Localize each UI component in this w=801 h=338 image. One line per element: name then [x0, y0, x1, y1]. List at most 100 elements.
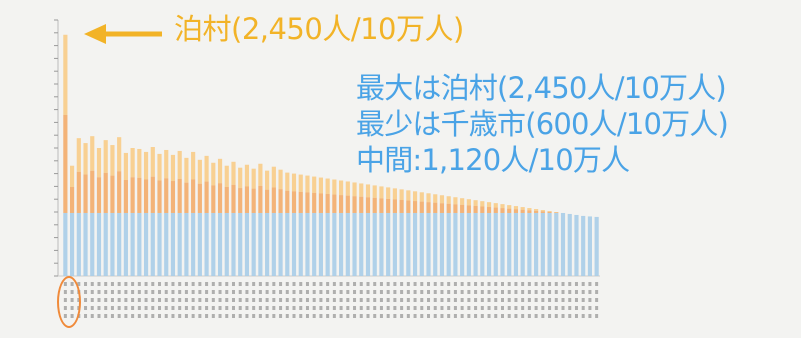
bar-segment-top: [406, 190, 411, 201]
bar-segment-base: [251, 212, 256, 276]
bar-segment-top: [493, 203, 498, 208]
x-tick-label-mark: [500, 282, 504, 286]
bar-segment-base: [103, 212, 108, 276]
x-tick-label-mark: [433, 306, 437, 310]
x-tick-label-mark: [184, 282, 188, 286]
x-tick-label-mark: [427, 298, 431, 302]
x-tick-label-mark: [527, 290, 531, 294]
x-tick-label-mark: [574, 314, 578, 318]
x-tick-label-mark: [386, 314, 390, 318]
bar-segment-base: [486, 212, 492, 276]
bar-segment-top: [291, 173, 297, 192]
bar-segment-mid: [83, 174, 88, 213]
bar-segment-base: [278, 212, 283, 276]
bar: [439, 195, 445, 318]
x-tick-label-mark: [205, 282, 209, 286]
bar-segment-mid: [419, 201, 424, 213]
bar-segment-base: [339, 212, 344, 276]
bar-segment-base: [117, 212, 122, 276]
x-tick-label-mark: [191, 306, 195, 310]
x-tick-label-mark: [521, 314, 525, 318]
x-tick-label-mark: [272, 306, 276, 310]
x-tick-label-mark: [171, 298, 175, 302]
x-tick-label-mark: [534, 298, 538, 302]
x-tick-label-mark: [84, 298, 88, 302]
bar-segment-base: [399, 212, 404, 276]
bar-segment-mid: [278, 189, 283, 213]
x-tick-label-mark: [305, 290, 309, 294]
x-tick-label-mark: [447, 314, 451, 318]
bar-segment-mid: [177, 178, 182, 213]
x-tick-label-mark: [151, 306, 155, 310]
x-tick-label-mark: [117, 306, 121, 310]
bar-segment-mid: [137, 177, 142, 213]
bar-segment-mid: [312, 192, 317, 213]
x-tick-label-mark: [312, 298, 316, 302]
bar-segment-base: [365, 212, 371, 276]
bar-segment-base: [130, 212, 135, 276]
x-tick-label-mark: [588, 290, 592, 294]
x-tick-label-mark: [500, 306, 504, 310]
bar: [587, 216, 592, 318]
bar: [507, 205, 512, 318]
x-tick-label-mark: [521, 306, 525, 310]
x-tick-label-mark: [554, 282, 558, 286]
bar-segment-top: [278, 169, 283, 190]
bar: [480, 201, 485, 318]
bar-segment-top: [527, 208, 532, 211]
bar-segment-mid: [446, 203, 451, 213]
x-tick-label-mark: [191, 282, 195, 286]
bar-segment-mid: [224, 186, 229, 213]
bar-segment-mid: [157, 180, 162, 213]
bar-segment-top: [399, 189, 404, 200]
x-tick-label-mark: [97, 306, 101, 310]
x-tick-label-mark: [548, 298, 552, 302]
bar-segment-mid: [211, 185, 216, 213]
x-tick-label-mark: [359, 298, 363, 302]
x-tick-label-mark: [541, 282, 545, 286]
x-tick-label-mark: [326, 306, 330, 310]
bar-segment-mid: [359, 196, 364, 213]
chart-bars: [63, 34, 599, 318]
bar-segment-base: [325, 212, 330, 276]
x-tick-label-mark: [366, 298, 370, 302]
x-tick-label-mark: [548, 314, 552, 318]
x-tick-label-mark: [164, 298, 168, 302]
bar: [345, 181, 350, 318]
bar-segment-mid: [204, 181, 209, 213]
x-tick-label-mark: [453, 290, 457, 294]
x-tick-label-mark: [420, 282, 424, 286]
x-tick-label-mark: [191, 314, 195, 318]
x-tick-label-mark: [339, 298, 343, 302]
x-tick-label-mark: [500, 290, 504, 294]
x-tick-label-mark: [218, 298, 222, 302]
bar-segment-mid: [332, 194, 337, 213]
x-tick-label-mark: [231, 306, 235, 310]
bar-segment-top: [137, 148, 142, 178]
x-tick-label-mark: [494, 290, 498, 294]
x-tick-label-mark: [574, 282, 578, 286]
bar-segment-top: [110, 145, 115, 176]
bar-segment-base: [110, 212, 115, 276]
bar-segment-base: [83, 212, 88, 276]
x-tick-label-mark: [110, 282, 114, 286]
x-tick-label-mark: [561, 290, 565, 294]
x-tick-label-mark: [137, 282, 141, 286]
x-tick-label-mark: [400, 306, 404, 310]
x-tick-label-mark: [144, 282, 148, 286]
x-tick-label-mark: [110, 306, 114, 310]
bar-segment-top: [150, 147, 155, 177]
x-tick-label-mark: [440, 306, 444, 310]
x-tick-label-mark: [595, 282, 599, 286]
x-tick-label-mark: [252, 290, 256, 294]
bar-segment-top: [359, 183, 364, 197]
x-tick-label-mark: [144, 306, 148, 310]
x-tick-label-mark: [353, 314, 357, 318]
bar: [305, 175, 310, 318]
x-tick-label-mark: [171, 282, 175, 286]
x-tick-label-mark: [453, 298, 457, 302]
x-tick-label-mark: [373, 290, 377, 294]
x-tick-label-mark: [406, 290, 410, 294]
x-tick-label-mark: [225, 290, 229, 294]
bar: [379, 186, 384, 318]
